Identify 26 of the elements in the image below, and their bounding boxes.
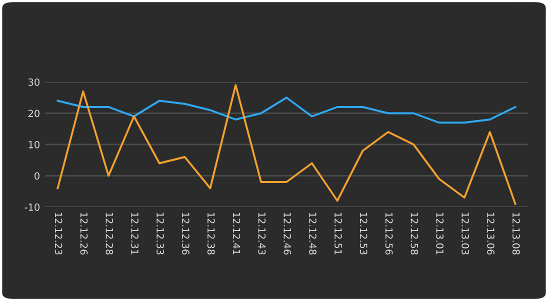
x-tick-label: 12.12.28 — [106, 212, 114, 254]
x-tick-label: 12.12.33 — [156, 212, 164, 254]
y-tick-label: 10 — [28, 140, 40, 148]
y-tick-label: 0 — [34, 172, 40, 180]
x-tick-label: 12.13.06 — [487, 212, 494, 255]
x-tick-label: 12.12.26 — [80, 212, 88, 255]
x-tick-label: 12.12.38 — [207, 212, 215, 254]
x-tick-label: 12.12.36 — [182, 212, 190, 255]
x-tick-label: 12.13.01 — [436, 212, 444, 254]
x-tick-label: 12.13.03 — [462, 212, 469, 254]
x-tick-label: 12.12.43 — [258, 212, 266, 254]
x-tick-label: 12.12.58 — [410, 212, 418, 254]
y-tick-label: 30 — [28, 78, 40, 86]
y-tick-label: -10 — [24, 203, 40, 211]
line-series — [56, 96, 516, 124]
x-tick-label: 12.12.41 — [232, 212, 240, 254]
x-tick-label: 12.12.31 — [131, 212, 139, 254]
x-tick-label: 12.12.53 — [360, 212, 368, 254]
x-tick-label: 12.12.48 — [309, 212, 316, 254]
x-tick-label: 12.12.23 — [54, 212, 62, 254]
x-tick-label: 12.12.56 — [385, 212, 393, 255]
x-tick-label: 12.13.08 — [512, 212, 520, 254]
line-series — [56, 84, 516, 205]
x-tick-label: 12.12.51 — [334, 212, 342, 254]
y-tick-label: 20 — [28, 110, 40, 118]
x-tick-label: 12.12.46 — [284, 212, 292, 255]
